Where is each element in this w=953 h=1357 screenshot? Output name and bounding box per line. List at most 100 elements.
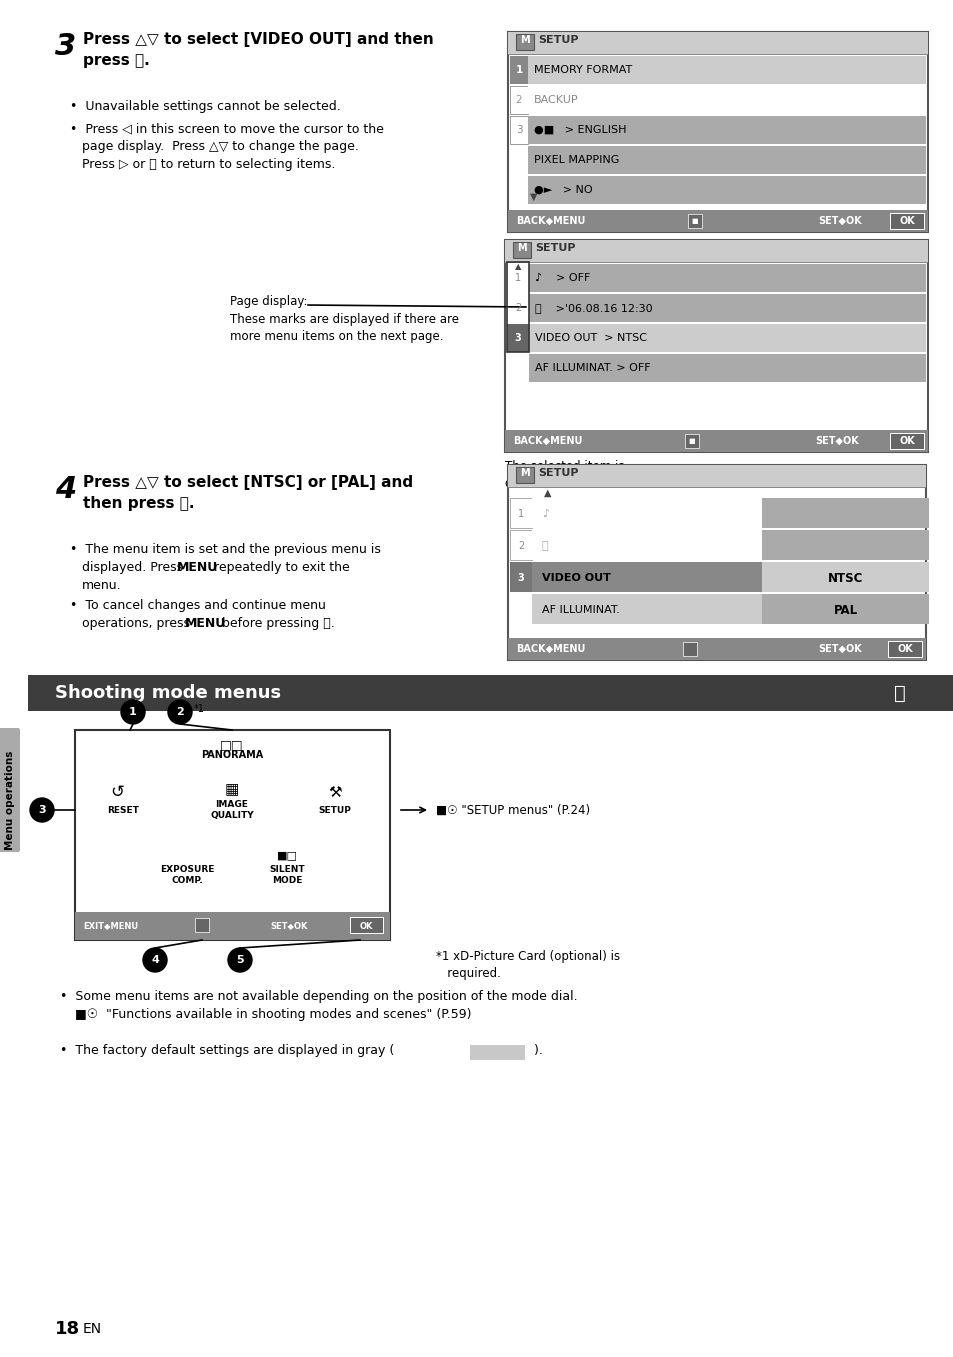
Text: ●►   > NO: ●► > NO	[534, 185, 592, 195]
Circle shape	[228, 949, 252, 972]
Bar	[889, 433, 923, 449]
Text: VIDEO OUT  > NTSC: VIDEO OUT > NTSC	[535, 332, 646, 343]
Text: SETUP: SETUP	[318, 806, 351, 814]
Text: MEMORY FORMAT: MEMORY FORMAT	[534, 65, 632, 75]
Text: AF ILLUMINAT. > OFF: AF ILLUMINAT. > OFF	[535, 364, 650, 373]
Bar	[761, 498, 928, 528]
Text: M: M	[519, 35, 529, 45]
Bar	[687, 214, 701, 228]
Bar	[529, 354, 925, 383]
Text: 18: 18	[55, 1320, 80, 1338]
Text: ■: ■	[691, 218, 698, 224]
Text: The selected item is
displayed in a different color.: The selected item is displayed in a diff…	[504, 460, 677, 490]
Circle shape	[143, 949, 167, 972]
Text: ■☉ "SETUP menus" (P.24): ■☉ "SETUP menus" (P.24)	[436, 803, 590, 817]
Text: •  Unavailable settings cannot be selected.: • Unavailable settings cannot be selecte…	[70, 100, 340, 113]
Text: ■□: ■□	[276, 849, 297, 860]
Text: 3: 3	[517, 573, 524, 584]
Text: ⌚    >'06.08.16 12:30: ⌚ >'06.08.16 12:30	[535, 303, 652, 313]
Bar	[194, 917, 209, 932]
Text: PAL: PAL	[833, 604, 857, 616]
Text: menu.: menu.	[82, 579, 121, 592]
Text: ■☉  "Functions available in shooting modes and scenes" (P.59): ■☉ "Functions available in shooting mode…	[75, 1008, 471, 1020]
Text: ⌚: ⌚	[541, 541, 548, 551]
Text: •  The menu item is set and the previous menu is: • The menu item is set and the previous …	[70, 543, 380, 556]
Text: ▼: ▼	[530, 191, 537, 202]
Text: PANORAMA: PANORAMA	[201, 750, 263, 760]
Bar	[889, 213, 923, 229]
Text: BACK◆MENU: BACK◆MENU	[513, 436, 581, 446]
Bar	[507, 33, 927, 232]
Text: MENU: MENU	[177, 560, 218, 574]
Bar	[507, 465, 925, 487]
Text: repeatedly to exit the: repeatedly to exit the	[210, 560, 350, 574]
Bar	[75, 730, 390, 940]
Bar	[529, 265, 925, 292]
Text: SILENT
MODE: SILENT MODE	[269, 866, 305, 885]
Bar	[470, 1045, 524, 1060]
Text: 2: 2	[515, 303, 520, 313]
Circle shape	[121, 700, 145, 725]
Bar	[510, 498, 532, 528]
Text: RESET: RESET	[107, 806, 139, 814]
Text: 3: 3	[514, 332, 521, 343]
Text: OK: OK	[898, 216, 914, 227]
Bar	[761, 531, 928, 560]
Text: 2: 2	[176, 707, 184, 716]
Text: These marks are displayed if there are
more menu items on the next page.: These marks are displayed if there are m…	[230, 313, 458, 343]
Bar	[761, 562, 928, 592]
Bar	[532, 531, 761, 560]
Text: NTSC: NTSC	[827, 571, 862, 585]
Text: MENU: MENU	[185, 617, 226, 630]
Text: *1: *1	[193, 704, 205, 714]
Bar	[510, 85, 527, 114]
Bar	[507, 33, 927, 54]
Text: 1: 1	[517, 509, 523, 518]
Text: BACK◆MENU: BACK◆MENU	[516, 216, 585, 227]
Text: 1: 1	[129, 707, 136, 716]
Bar	[504, 240, 927, 262]
Text: PIXEL MAPPING: PIXEL MAPPING	[534, 155, 618, 166]
Text: ♪: ♪	[541, 509, 549, 518]
Bar	[887, 641, 921, 657]
Text: OK: OK	[359, 921, 373, 931]
Text: IMAGE
QUALITY: IMAGE QUALITY	[210, 801, 253, 820]
Text: •  To cancel changes and continue menu: • To cancel changes and continue menu	[70, 598, 326, 612]
Bar	[350, 917, 382, 934]
Bar	[529, 294, 925, 322]
Bar	[75, 912, 390, 940]
Text: VIDEO OUT: VIDEO OUT	[541, 573, 610, 584]
Text: •  Press ◁ in this screen to move the cursor to the: • Press ◁ in this screen to move the cur…	[70, 122, 383, 134]
Text: page display.  Press △▽ to change the page.: page display. Press △▽ to change the pag…	[82, 140, 358, 153]
Text: operations, press: operations, press	[82, 617, 193, 630]
Bar	[28, 674, 953, 711]
Text: 2: 2	[516, 95, 521, 104]
Text: SETUP: SETUP	[537, 35, 578, 45]
Text: Shooting mode menus: Shooting mode menus	[55, 684, 281, 702]
FancyBboxPatch shape	[0, 727, 20, 852]
Text: Press ▷ or ⒪ to return to selecting items.: Press ▷ or ⒪ to return to selecting item…	[82, 157, 335, 171]
Text: EXPOSURE
COMP.: EXPOSURE COMP.	[160, 866, 214, 885]
Bar	[507, 210, 927, 232]
Text: 1: 1	[515, 65, 522, 75]
Text: BACK◆MENU: BACK◆MENU	[516, 645, 585, 654]
Circle shape	[168, 700, 192, 725]
Text: SET◆OK: SET◆OK	[817, 645, 861, 654]
Text: 3: 3	[38, 805, 46, 816]
Text: 3: 3	[516, 125, 521, 134]
Text: 3: 3	[55, 33, 76, 61]
Text: ▲: ▲	[515, 262, 520, 271]
Text: ).: ).	[530, 1044, 542, 1057]
Text: displayed. Press: displayed. Press	[82, 560, 187, 574]
Bar	[504, 430, 927, 452]
Text: OK: OK	[896, 645, 912, 654]
Bar	[510, 115, 527, 144]
Text: BACKUP: BACKUP	[534, 95, 578, 104]
Text: M: M	[517, 243, 526, 252]
Text: •  Some menu items are not available depending on the position of the mode dial.: • Some menu items are not available depe…	[60, 991, 577, 1003]
Bar	[529, 324, 925, 351]
Bar	[684, 434, 699, 448]
Bar	[507, 638, 925, 660]
Text: 4: 4	[55, 475, 76, 503]
Text: Menu operations: Menu operations	[5, 750, 15, 849]
